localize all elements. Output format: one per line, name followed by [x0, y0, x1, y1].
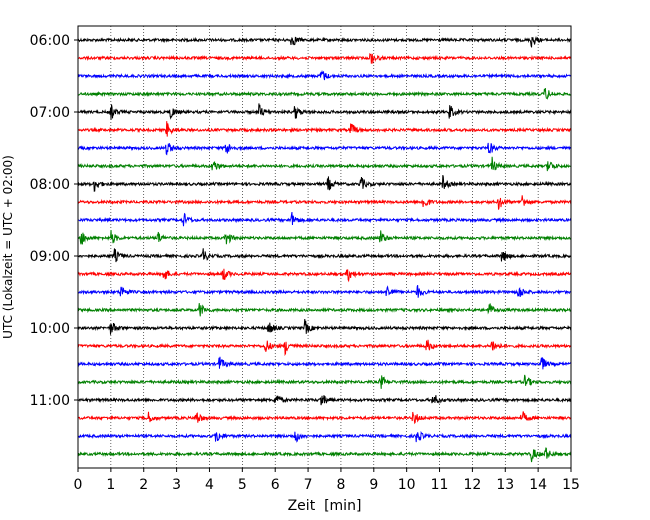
x-tick-label: 6 [271, 477, 280, 493]
trace-line [77, 36, 572, 48]
x-tick-label: 11 [431, 477, 449, 493]
x-axis: 0 1 2 3 4 5 6 7 8 9 10 11 12 13 14 15 [74, 468, 580, 493]
trace-line [77, 142, 572, 156]
plot-background [78, 26, 571, 468]
trace-line [77, 374, 572, 389]
trace-line [77, 229, 572, 245]
x-tick-label: 12 [463, 477, 481, 493]
x-tick-label: 3 [172, 477, 181, 493]
y-tick-label: 07:00 [30, 105, 70, 121]
x-tick-label: 8 [336, 477, 345, 493]
x-tick-label: 9 [369, 477, 378, 493]
trace-line [77, 103, 572, 120]
y-tick-label: 09:00 [30, 249, 70, 265]
x-tick-label: 10 [398, 477, 416, 493]
trace-line [77, 284, 572, 298]
trace-line [77, 318, 572, 335]
trace-line [77, 211, 572, 227]
trace-line [77, 339, 572, 357]
x-tick-label: 13 [496, 477, 514, 493]
trace-line [77, 411, 572, 425]
trace-line [77, 156, 572, 172]
plot-frame [77, 25, 572, 469]
y-tick-label: 11:00 [30, 393, 70, 409]
trace-line [77, 52, 572, 64]
y-tick-label: 08:00 [30, 177, 70, 193]
trace-line [77, 447, 572, 463]
trace-line [77, 430, 572, 443]
x-tick-label: 14 [529, 477, 547, 493]
trace-line [77, 195, 572, 210]
x-tick-label: 2 [139, 477, 148, 493]
trace-line [77, 87, 572, 100]
traces [77, 36, 572, 463]
x-tick-label: 7 [304, 477, 313, 493]
y-axis: 06:00 07:00 08:00 09:00 10:00 11:00 [30, 33, 78, 409]
trace-line [77, 121, 572, 137]
y-axis-label: UTC (Lokalzeit = UTC + 02:00) [1, 155, 15, 339]
trace-line [77, 303, 572, 317]
x-tick-label: 1 [106, 477, 115, 493]
trace-line [77, 356, 572, 370]
y-tick-label: 06:00 [30, 33, 70, 49]
y-tick-label: 10:00 [30, 321, 70, 337]
trace-line [77, 69, 572, 81]
trace-line [77, 248, 572, 263]
trace-line [77, 174, 572, 192]
x-axis-label: Zeit [min] [288, 498, 362, 514]
trace-line [77, 268, 572, 283]
x-tick-label: 15 [562, 477, 580, 493]
x-tick-label: 0 [74, 477, 83, 493]
trace-line [77, 395, 572, 406]
x-tick-label: 4 [205, 477, 214, 493]
x-tick-label: 5 [238, 477, 247, 493]
